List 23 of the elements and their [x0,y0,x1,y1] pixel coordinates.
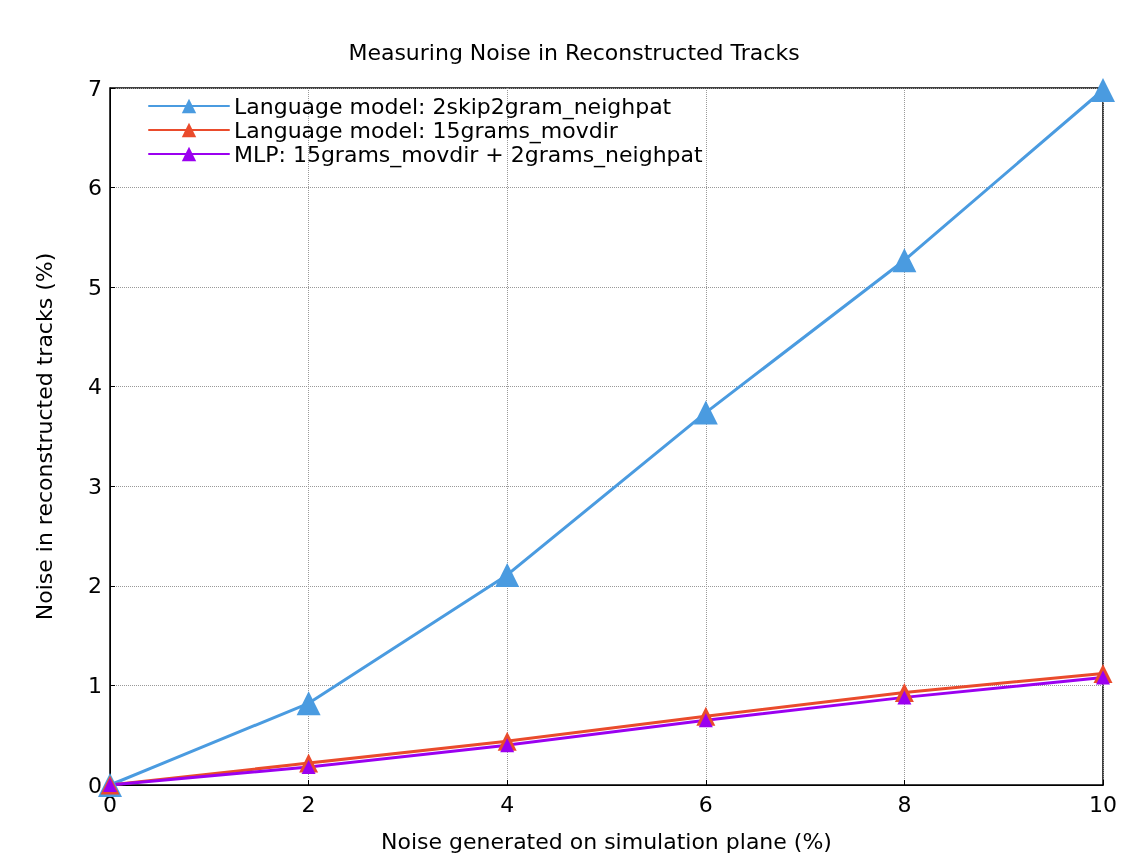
point [1091,77,1115,102]
point [892,248,917,273]
y-tick-label: 7 [88,75,102,101]
x-tick-label: 6 [698,791,713,817]
point [495,562,520,587]
x-tick-label: 10 [1089,791,1117,817]
point [897,690,912,705]
y-axis-title: Noise in reconstructed tracks (%) [31,252,57,621]
y-tick-label: 1 [88,672,102,698]
y-tick-label: 4 [88,374,102,400]
y-tick-label: 5 [88,274,102,300]
x-tick-label: 4 [500,791,515,817]
point [693,400,718,425]
x-axis-title: Noise generated on simulation plane (%) [381,828,832,854]
legend-label: Language model: 2skip2gram_neighpat [234,93,672,120]
y-tick-label: 3 [88,473,102,499]
point [296,691,321,716]
y-tick-label: 0 [88,772,102,798]
y-tick-label: 6 [88,175,102,201]
x-tick-label: 8 [897,791,912,817]
x-tick-label: 2 [301,791,316,817]
chart-title: Measuring Noise in Reconstructed Tracks [348,39,800,65]
y-tick-label: 2 [88,573,102,599]
